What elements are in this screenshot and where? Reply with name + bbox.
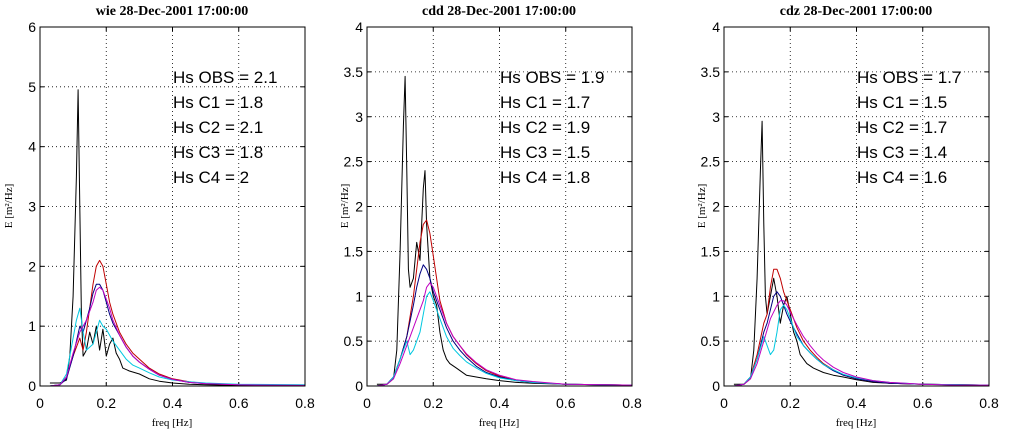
series-line-5: [733, 300, 989, 387]
x-tick-label: 0.2: [424, 395, 444, 411]
y-tick-label: 0: [355, 378, 363, 394]
x-tick-label: 0.8: [979, 395, 999, 411]
series-line-1: [376, 75, 633, 386]
y-tick-label: 0: [712, 378, 720, 394]
chart-title: wie 28-Dec-2001 17:00:00: [96, 4, 248, 19]
y-tick-label: 0.5: [344, 333, 364, 349]
x-tick-label: 0.4: [163, 395, 183, 411]
x-axis-label: freq [Hz]: [152, 417, 193, 429]
plot-frame: [723, 26, 990, 387]
hs-annotation: Hs C3 = 1.4: [857, 143, 947, 162]
series-line-5: [49, 286, 306, 387]
x-tick-label: 0.6: [229, 395, 249, 411]
y-tick-label: 4: [28, 139, 36, 155]
series-line-4: [376, 291, 633, 387]
hs-annotation: Hs C3 = 1.5: [500, 143, 590, 162]
y-tick-label: 3: [355, 109, 363, 125]
subplot-cdd: cdd 28-Dec-2001 17:00:00 freq [Hz] E [m²…: [339, 4, 642, 429]
series-line-2: [49, 259, 306, 387]
hs-annotation: Hs C2 = 1.7: [857, 118, 947, 137]
series-line-1: [49, 89, 305, 386]
y-tick-label: 1.5: [344, 243, 364, 259]
hs-annotation: Hs C1 = 1.7: [500, 93, 590, 112]
chart-title: cdd 28-Dec-2001 17:00:00: [422, 4, 576, 19]
y-axis-label: E [m²/Hz]: [696, 184, 708, 229]
hs-annotation: Hs OBS = 1.9: [500, 68, 604, 87]
series-line-4: [733, 304, 990, 387]
x-tick-label: 0.2: [781, 395, 801, 411]
y-tick-label: 1: [355, 288, 363, 304]
x-tick-label: 0.6: [556, 395, 576, 411]
y-tick-label: 3.5: [701, 64, 721, 80]
y-tick-label: 3: [28, 199, 36, 215]
subplot-cdz: cdz 28-Dec-2001 17:00:00 freq [Hz] E [m²…: [696, 4, 999, 429]
hs-annotation: Hs OBS = 2.1: [173, 68, 277, 87]
x-tick-label: 0: [363, 395, 371, 411]
x-axis-label: freq [Hz]: [479, 417, 520, 429]
hs-annotation: Hs C1 = 1.5: [857, 93, 947, 112]
x-tick-label: 0.6: [913, 395, 933, 411]
series-line-1: [733, 120, 990, 386]
y-tick-label: 2: [28, 258, 36, 274]
hs-annotation: Hs C1 = 1.8: [173, 93, 263, 112]
series-line-3: [733, 291, 990, 387]
y-tick-label: 6: [28, 19, 36, 35]
hs-annotation: Hs C2 = 1.9: [500, 118, 590, 137]
hs-annotation: Hs C4 = 1.8: [500, 168, 590, 187]
y-tick-label: 0.5: [701, 333, 721, 349]
series-line-2: [376, 219, 633, 387]
x-tick-label: 0: [720, 395, 728, 411]
x-tick-label: 0: [36, 395, 44, 411]
y-tick-label: 4: [712, 19, 720, 35]
x-tick-label: 0.2: [97, 395, 117, 411]
hs-annotation: Hs OBS = 1.7: [857, 68, 961, 87]
hs-annotation: Hs C2 = 2.1: [173, 118, 263, 137]
x-tick-label: 0.8: [622, 395, 642, 411]
chart-title: cdz 28-Dec-2001 17:00:00: [780, 4, 932, 19]
x-tick-label: 0.4: [847, 395, 867, 411]
y-tick-label: 3: [712, 109, 720, 125]
y-tick-label: 3.5: [344, 64, 364, 80]
y-tick-label: 1: [28, 318, 36, 334]
x-tick-label: 0.4: [490, 395, 510, 411]
series-line-3: [49, 283, 306, 387]
series-line-3: [376, 264, 633, 387]
y-axis-label: E [m²/Hz]: [3, 184, 15, 229]
y-tick-label: 1.5: [701, 243, 721, 259]
hs-annotation: Hs C4 = 1.6: [857, 168, 947, 187]
x-axis-label: freq [Hz]: [836, 417, 877, 429]
plot-frame: [39, 26, 306, 387]
y-tick-label: 2.5: [344, 154, 364, 170]
hs-annotation: Hs C4 = 2: [173, 168, 249, 187]
y-tick-label: 1: [712, 288, 720, 304]
plot-frame: [366, 26, 633, 387]
series-line-5: [376, 282, 633, 387]
x-tick-label: 0.8: [295, 395, 315, 411]
hs-annotation: Hs C3 = 1.8: [173, 143, 263, 162]
y-tick-label: 5: [28, 79, 36, 95]
series-line-4: [49, 307, 306, 387]
subplot-wie: wie 28-Dec-2001 17:00:00 freq [Hz] E [m²…: [3, 4, 315, 429]
y-tick-label: 2.5: [701, 154, 721, 170]
y-tick-label: 2: [712, 199, 720, 215]
y-tick-label: 2: [355, 199, 363, 215]
y-tick-label: 4: [355, 19, 363, 35]
y-axis-label: E [m²/Hz]: [339, 184, 351, 229]
y-tick-label: 0: [28, 378, 36, 394]
